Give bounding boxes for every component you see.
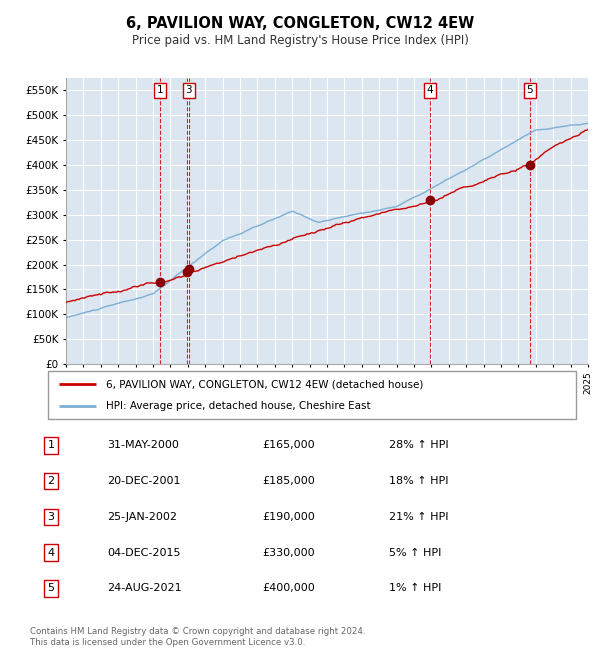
Text: 4: 4 xyxy=(47,548,55,558)
Text: HPI: Average price, detached house, Cheshire East: HPI: Average price, detached house, Ches… xyxy=(106,400,371,411)
Text: 18% ↑ HPI: 18% ↑ HPI xyxy=(389,476,448,486)
Text: 1: 1 xyxy=(157,85,164,95)
Text: 6, PAVILION WAY, CONGLETON, CW12 4EW: 6, PAVILION WAY, CONGLETON, CW12 4EW xyxy=(126,16,474,31)
Text: 5% ↑ HPI: 5% ↑ HPI xyxy=(389,548,441,558)
Text: 4: 4 xyxy=(427,85,433,95)
Text: £165,000: £165,000 xyxy=(262,441,314,450)
Text: 04-DEC-2015: 04-DEC-2015 xyxy=(107,548,181,558)
Text: 3: 3 xyxy=(185,85,192,95)
Text: Price paid vs. HM Land Registry's House Price Index (HPI): Price paid vs. HM Land Registry's House … xyxy=(131,34,469,47)
Text: 21% ↑ HPI: 21% ↑ HPI xyxy=(389,512,448,522)
Text: 5: 5 xyxy=(47,584,55,593)
Text: 25-JAN-2002: 25-JAN-2002 xyxy=(107,512,177,522)
Text: £330,000: £330,000 xyxy=(262,548,314,558)
Text: 2: 2 xyxy=(47,476,55,486)
Text: £190,000: £190,000 xyxy=(262,512,314,522)
Text: £400,000: £400,000 xyxy=(262,584,314,593)
Text: 1: 1 xyxy=(47,441,55,450)
Text: 3: 3 xyxy=(47,512,55,522)
Text: 24-AUG-2021: 24-AUG-2021 xyxy=(107,584,182,593)
Text: 6, PAVILION WAY, CONGLETON, CW12 4EW (detached house): 6, PAVILION WAY, CONGLETON, CW12 4EW (de… xyxy=(106,379,424,389)
Text: £185,000: £185,000 xyxy=(262,476,314,486)
Text: 1% ↑ HPI: 1% ↑ HPI xyxy=(389,584,441,593)
Text: Contains HM Land Registry data © Crown copyright and database right 2024.
This d: Contains HM Land Registry data © Crown c… xyxy=(30,627,365,647)
Text: 28% ↑ HPI: 28% ↑ HPI xyxy=(389,441,448,450)
Text: 20-DEC-2001: 20-DEC-2001 xyxy=(107,476,181,486)
Text: 31-MAY-2000: 31-MAY-2000 xyxy=(107,441,179,450)
Text: 5: 5 xyxy=(526,85,533,95)
FancyBboxPatch shape xyxy=(48,370,576,419)
